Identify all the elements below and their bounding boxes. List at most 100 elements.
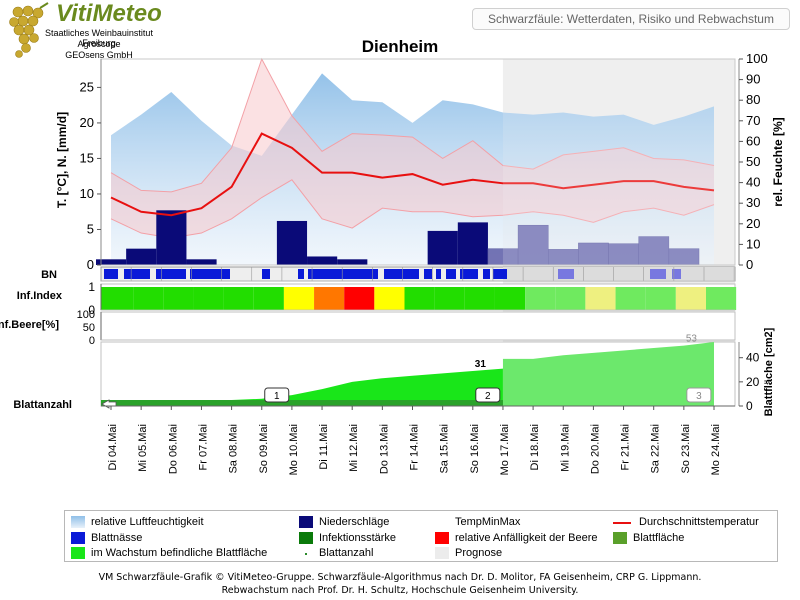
y-axis-label: T. [°C], N. [mm/d]: [55, 112, 69, 208]
blattanzahl-marker-label: 2: [485, 391, 491, 402]
leaf-area-axis-label: Blattfläche [cm2]: [763, 327, 775, 416]
inf-index-cell: [101, 287, 103, 310]
leaf-area-olive-strip: [101, 400, 503, 406]
brand-line-3: GEOsens GmbH: [65, 50, 133, 60]
footer: VM Schwarzfäule-Grafik © VitiMeteo-Grupp…: [0, 571, 800, 597]
leaf-area-value-label: 53: [686, 334, 698, 345]
inf-index-cell: [314, 287, 345, 310]
inf-index-cell: [253, 287, 284, 310]
y-tick-label: 10: [80, 186, 94, 201]
y2-tick-label: 20: [746, 216, 760, 231]
x-tick-label: Fr 07.Mai: [197, 424, 209, 470]
precip-bar: [126, 248, 157, 265]
blattanzahl-marker-label: 1: [274, 391, 280, 402]
beere-panel: [100, 311, 736, 341]
x-tick-label: Mo 24.Mai: [710, 424, 722, 475]
precip-bar: [337, 259, 368, 265]
legend-label: TempMinMax: [455, 516, 521, 528]
legend-label: Blattnässe: [91, 532, 143, 544]
precip-bar: [156, 210, 187, 265]
y2-tick-label: 10: [746, 236, 760, 251]
x-tick-label: So 16.Mai: [469, 424, 481, 474]
blattanzahl-marker: [264, 387, 290, 403]
x-tick-label: Di 04.Mai: [107, 424, 119, 470]
chart-title: Dienheim: [362, 37, 439, 56]
bn-forecast-shading: [502, 267, 735, 281]
bn-wet-segment: [436, 269, 441, 279]
legend: relative Luftfeuchtigkeit Niederschläge Te…: [64, 510, 778, 562]
series-tempminmax-band: [111, 59, 714, 239]
legend-symbol: [299, 516, 313, 528]
bn-wet-segment: [493, 269, 507, 279]
bn-wet-segment: [308, 269, 378, 279]
x-tick-label: Mi 12.Mai: [348, 424, 360, 472]
beere-tick-label: 50: [83, 322, 95, 334]
y2-tick-label: 40: [746, 175, 760, 190]
top-caption: Schwarzfäule: Wetterdaten, Risiko und Re…: [472, 8, 790, 30]
brand-line-1: Staatliches Weinbauinstitut Freiburg: [45, 28, 153, 48]
bn-wet-segment: [104, 269, 118, 279]
legend-label: relative Anfälligkeit der Beere: [455, 532, 598, 544]
bn-wet-segment: [460, 269, 478, 279]
y-tick-label: 0: [87, 257, 94, 272]
forecast-veil: [502, 59, 735, 265]
legend-symbol: [613, 522, 631, 524]
bn-wet-segment: [446, 269, 456, 279]
legend-symbol: [435, 516, 449, 528]
x-tick-label: Do 13.Mai: [378, 424, 390, 474]
leaf-area-tick-label: 40: [746, 351, 760, 365]
y-tick-label: 20: [80, 115, 94, 130]
y-tick-label: 15: [80, 150, 94, 165]
precip-bar: [96, 259, 127, 265]
y2-tick-label: 70: [746, 113, 760, 128]
precip-bar: [276, 220, 308, 265]
x-tick-label: Sa 15.Mai: [439, 424, 451, 474]
series-temp-min-line: [110, 179, 715, 239]
x-tick-label: Di 11.Mai: [318, 424, 330, 470]
precip-bar: [186, 259, 217, 265]
blattanzahl-marker-label: 3: [696, 391, 702, 402]
bn-wet-segment: [483, 269, 490, 279]
bn-wet-segment: [262, 269, 270, 279]
legend-symbol: [305, 553, 307, 555]
legend-symbol: [435, 532, 449, 544]
legend-label: Blattanzahl: [319, 547, 374, 559]
y2-tick-label: 100: [746, 51, 768, 66]
x-tick-label: Mo 17.Mai: [499, 424, 511, 475]
y-tick-label: 25: [80, 79, 94, 94]
leaf-area-tick-label: 20: [746, 375, 760, 389]
x-tick-label: Mi 19.Mai: [559, 424, 571, 472]
legend-label: Blattfläche: [633, 532, 685, 544]
x-tick-label: Fr 21.Mai: [620, 424, 632, 470]
precip-bar: [457, 222, 488, 265]
inf-index-cell: [223, 287, 254, 310]
y2-axis-label: rel. Feuchte [%]: [771, 117, 785, 206]
x-tick-label: Sa 08.Mai: [228, 424, 240, 474]
brand-line-2: Agroscope: [77, 39, 121, 49]
legend-label: Prognose: [455, 547, 503, 559]
x-tick-label: Di 18.Mai: [529, 424, 541, 470]
inf-index-cell: [645, 287, 676, 310]
legend-label: Niederschläge: [319, 516, 390, 528]
vitimeteo-logo: VitiMeteo Staatliches Weinbauinstitut Fr…: [4, 0, 194, 62]
blattanzahl-marker: [686, 387, 712, 403]
inf-index-cell: [103, 287, 134, 310]
legend-label: Infektionsstärke: [319, 532, 397, 544]
x-tick-label: Mo 10.Mai: [288, 424, 300, 475]
legend-symbol: [299, 532, 313, 544]
bn-wet-segment: [124, 269, 150, 279]
leaf-area-tick-label: 0: [746, 399, 753, 413]
inf-index-cell: [374, 287, 405, 310]
y2-tick-label: 50: [746, 154, 760, 169]
x-tick-label: Do 06.Mai: [167, 424, 179, 474]
inf-tick-label: 1: [88, 280, 95, 294]
y2-tick-label: 0: [746, 257, 753, 272]
leaf-area-value-label: 31: [475, 359, 487, 370]
inf-index-cell: [283, 287, 315, 310]
inf-index-cell: [525, 287, 556, 310]
y-tick-label: 5: [87, 221, 94, 236]
bn-wet-segment: [298, 269, 304, 279]
legend-label: relative Luftfeuchtigkeit: [91, 516, 204, 528]
